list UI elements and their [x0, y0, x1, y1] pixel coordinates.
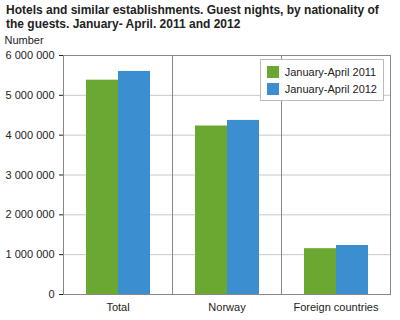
svg-text:3 000 000: 3 000 000: [6, 169, 55, 181]
html-text:January-April 2012: January-April 2012: [284, 82, 377, 95]
svg-text:Total: Total: [106, 301, 129, 313]
svg-text:6 000 000: 6 000 000: [6, 49, 55, 61]
svg-text:4 000 000: 4 000 000: [6, 129, 55, 141]
svg-text:Foreign countries: Foreign countries: [294, 301, 379, 313]
svg-text:2 000 000: 2 000 000: [6, 208, 55, 220]
svg-text:0: 0: [48, 288, 54, 300]
svg-text:Number: Number: [5, 34, 44, 46]
html-text:Hotels and similar establishme: Hotels and similar establishments. Guest…: [6, 3, 379, 31]
svg-text:Norway: Norway: [208, 301, 246, 313]
html-text:January-April 2011: January-April 2011: [284, 65, 377, 78]
svg-text:1 000 000: 1 000 000: [6, 248, 55, 260]
svg-text:5 000 000: 5 000 000: [6, 89, 55, 101]
